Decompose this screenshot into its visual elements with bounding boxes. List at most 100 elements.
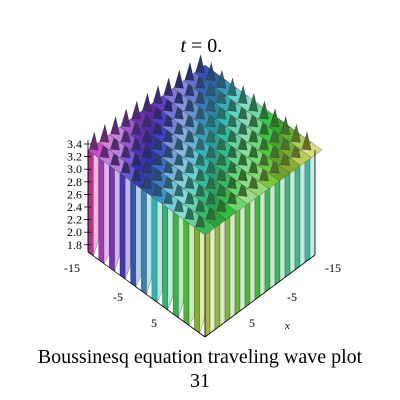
surface-spike bbox=[152, 101, 163, 120]
surface-spike bbox=[248, 139, 259, 159]
surface-spike bbox=[206, 93, 216, 112]
surface-spike bbox=[227, 108, 237, 128]
surface-spike bbox=[99, 124, 110, 143]
surface-spike bbox=[291, 139, 301, 159]
surface-spike bbox=[269, 155, 280, 174]
surface-face bbox=[183, 219, 190, 326]
surface-face bbox=[103, 161, 110, 265]
surface-spike bbox=[248, 93, 259, 112]
left-tick-label: 5 bbox=[151, 316, 157, 330]
surface-spike bbox=[216, 193, 227, 213]
box-edge bbox=[87, 251, 206, 338]
surface-spike bbox=[174, 163, 184, 182]
surface-spike bbox=[195, 101, 205, 120]
surface-spike bbox=[195, 209, 205, 228]
surface-face bbox=[119, 172, 126, 280]
surface-spike bbox=[184, 78, 195, 97]
surface-spike bbox=[195, 85, 205, 104]
surface-spike bbox=[216, 147, 227, 166]
surface-face bbox=[229, 211, 236, 319]
surface-spike bbox=[227, 78, 237, 97]
surface-spike bbox=[269, 139, 280, 159]
surface-spike bbox=[163, 124, 173, 143]
surface-face bbox=[156, 199, 163, 303]
surface-face bbox=[304, 153, 311, 263]
surface-spike bbox=[216, 70, 227, 89]
surface-spike bbox=[195, 163, 205, 182]
surface-spike bbox=[206, 62, 216, 81]
surface-spike bbox=[121, 139, 131, 159]
x-tick-label: -15 bbox=[325, 261, 341, 275]
surface-spike bbox=[206, 170, 216, 189]
surface-spike bbox=[291, 124, 301, 143]
surface-spike bbox=[259, 101, 269, 120]
surface-plot bbox=[87, 54, 323, 338]
surface-spike bbox=[195, 193, 205, 213]
surface-spike bbox=[206, 201, 216, 220]
surface-spike bbox=[216, 178, 227, 197]
surface-face bbox=[125, 176, 131, 280]
surface-face bbox=[194, 226, 200, 334]
surface-face bbox=[249, 196, 256, 304]
surface-face bbox=[204, 230, 211, 338]
surface-face bbox=[254, 192, 261, 301]
surface-spike bbox=[184, 124, 195, 143]
surface-spike bbox=[238, 163, 248, 182]
surface-face bbox=[274, 176, 281, 286]
x-axis-label: x bbox=[284, 320, 290, 332]
surface-face bbox=[172, 211, 179, 318]
surface-spike bbox=[216, 85, 227, 104]
surface-spike bbox=[174, 132, 184, 151]
surface-spike bbox=[238, 85, 248, 104]
surface-spike bbox=[163, 93, 173, 112]
surface-face bbox=[264, 184, 271, 293]
surface-spike bbox=[163, 170, 173, 189]
surface-face bbox=[109, 165, 115, 272]
surface-spike bbox=[110, 116, 120, 135]
surface-face bbox=[224, 215, 231, 323]
surface-spike bbox=[238, 178, 248, 197]
surface-spike bbox=[152, 147, 163, 166]
surface-spike bbox=[227, 186, 237, 205]
surface-spike bbox=[227, 155, 237, 174]
surface-spike bbox=[174, 101, 184, 120]
surface-face bbox=[93, 153, 99, 256]
surface-spike bbox=[131, 163, 142, 182]
surface-spike bbox=[152, 163, 163, 182]
surface-spike bbox=[248, 108, 259, 128]
surface-spike bbox=[110, 132, 120, 151]
surface-spike bbox=[259, 163, 269, 182]
surface-spike bbox=[259, 147, 269, 166]
surface-spike bbox=[142, 124, 152, 143]
surface-face bbox=[87, 149, 94, 257]
surface-spike bbox=[131, 116, 142, 135]
surface-spike bbox=[184, 93, 195, 112]
surface-spike bbox=[174, 70, 184, 89]
surface-spike bbox=[163, 78, 173, 97]
surface-face bbox=[219, 219, 226, 327]
surface-spike bbox=[269, 108, 280, 128]
surface-spike bbox=[152, 85, 163, 104]
x-tick-label: 5 bbox=[249, 316, 255, 330]
surface-spike bbox=[206, 155, 216, 174]
surface-spike bbox=[195, 54, 205, 74]
surface-spike bbox=[152, 178, 163, 197]
surface-spike bbox=[184, 186, 195, 205]
surface-spike bbox=[131, 147, 142, 166]
surface-face bbox=[269, 180, 276, 289]
z-tick-label: 2.6 bbox=[67, 187, 82, 201]
surface-spike bbox=[174, 178, 184, 197]
surface-spike bbox=[227, 124, 237, 143]
surface-spike bbox=[121, 108, 131, 128]
surface-spike bbox=[152, 132, 163, 151]
surface-spike bbox=[121, 155, 131, 174]
box-edge bbox=[204, 254, 316, 338]
surface-spike bbox=[195, 178, 205, 197]
z-tick-label: 2.2 bbox=[67, 213, 82, 227]
surface-spike bbox=[152, 116, 163, 135]
surface-spike bbox=[195, 147, 205, 166]
surface-face bbox=[141, 188, 147, 295]
surface-spike bbox=[238, 101, 248, 120]
z-tick-label: 2.8 bbox=[67, 175, 82, 189]
